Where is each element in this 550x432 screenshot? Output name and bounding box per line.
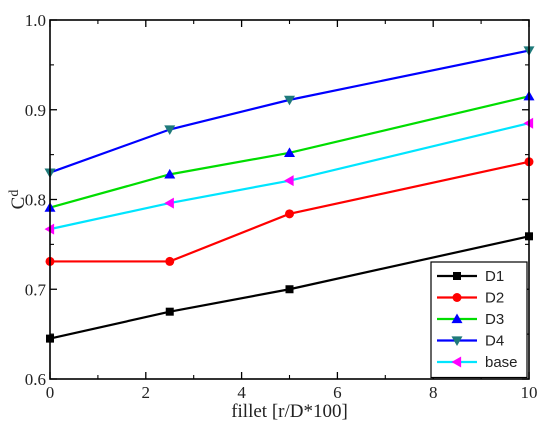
data-point-d3 [284, 147, 295, 157]
y-tick-label: 0.8 [25, 191, 46, 210]
x-tick-label: 6 [333, 383, 342, 402]
legend-item-d4: D4 [437, 333, 504, 350]
series-line-base [49, 122, 530, 231]
data-point-d3 [164, 168, 176, 179]
legend-item-d3: D3 [437, 311, 504, 328]
legend-item-base: base [437, 354, 518, 371]
series-d3 [44, 90, 535, 212]
x-tick-label: 10 [521, 383, 538, 402]
y-tick-label: 1.0 [25, 11, 46, 30]
y-tick-label: 0.7 [25, 280, 47, 299]
data-point-base [164, 197, 174, 209]
legend-marker [453, 272, 461, 280]
legend-label: D2 [485, 290, 504, 307]
legend-marker [451, 336, 463, 346]
legend-label: base [485, 354, 518, 371]
legend-label: D4 [485, 333, 504, 350]
y-axis-label-subscript: d [7, 190, 22, 197]
series-base [44, 117, 534, 235]
series-line-d2 [50, 160, 530, 263]
y-tick-label: 0.9 [25, 101, 46, 120]
data-point-base [284, 175, 294, 187]
legend-item-d1: D1 [437, 268, 504, 285]
tick-labels: 0 2 4 6 8 10 0.6 0.7 0.8 0.9 1.0 [25, 11, 538, 402]
legend-marker [451, 356, 462, 368]
series-line-d3 [49, 95, 530, 209]
x-tick-label: 4 [237, 383, 246, 402]
legend-item-d2: D2 [437, 290, 504, 307]
series-line-d4 [49, 49, 530, 174]
legend-label: D3 [485, 311, 504, 328]
y-tick-label: 0.6 [25, 370, 46, 389]
y-axis-label: Cd [7, 190, 29, 210]
x-tick-label: 2 [142, 383, 151, 402]
data-point-d2 [285, 209, 294, 219]
y-axis-label-main: C [8, 197, 29, 210]
legend-marker [451, 313, 463, 324]
x-axis-label: fillet [r/D*100] [231, 401, 348, 422]
x-tick-label: 0 [46, 383, 55, 402]
data-point-d4 [164, 125, 176, 135]
series-d2 [45, 157, 534, 266]
legend-label: D1 [485, 268, 504, 285]
data-point-d4 [284, 95, 295, 106]
series-line-d1 [49, 235, 530, 340]
legend: D1 D2 D3 D4 base [430, 261, 528, 379]
data-point-d2 [165, 256, 175, 266]
data-point-d1 [165, 307, 174, 316]
legend-marker [452, 293, 462, 302]
data-point-d1 [285, 285, 294, 294]
x-tick-label: 8 [429, 383, 438, 402]
